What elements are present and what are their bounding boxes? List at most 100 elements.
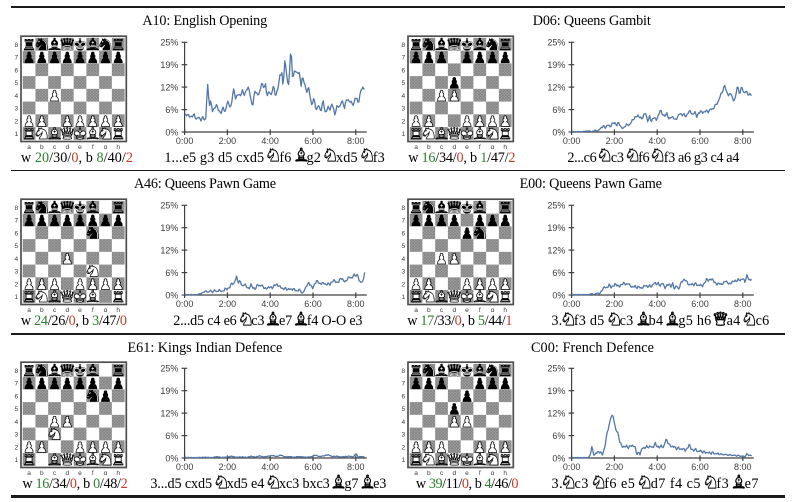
svg-text:e: e xyxy=(78,470,82,475)
svg-text:6: 6 xyxy=(401,230,405,237)
svg-text:d: d xyxy=(452,470,456,475)
svg-text:8:00: 8:00 xyxy=(734,136,752,146)
svg-text:a: a xyxy=(414,307,418,312)
svg-text:f: f xyxy=(479,470,481,475)
svg-text:4:00: 4:00 xyxy=(648,462,666,472)
svg-text:19%: 19% xyxy=(160,60,178,70)
svg-text:6%: 6% xyxy=(552,431,565,441)
svg-text:e: e xyxy=(465,470,469,475)
svg-text:d: d xyxy=(452,307,456,312)
svg-text:8:00: 8:00 xyxy=(347,299,365,309)
svg-text:19%: 19% xyxy=(160,223,178,233)
svg-text:0:00: 0:00 xyxy=(176,462,194,472)
svg-text:2: 2 xyxy=(15,118,19,125)
svg-text:7: 7 xyxy=(401,217,405,224)
svg-text:4: 4 xyxy=(15,255,19,262)
svg-text:0:00: 0:00 xyxy=(176,136,194,146)
svg-text:6%: 6% xyxy=(552,268,565,278)
svg-text:f: f xyxy=(479,307,481,312)
svg-text:6: 6 xyxy=(15,230,19,237)
svg-text:0%: 0% xyxy=(165,454,178,464)
svg-text:6%: 6% xyxy=(165,431,178,441)
svg-text:2:00: 2:00 xyxy=(605,136,623,146)
svg-text:2:00: 2:00 xyxy=(219,462,237,472)
svg-text:12%: 12% xyxy=(547,409,565,419)
svg-text:c: c xyxy=(53,307,57,312)
svg-text:g: g xyxy=(490,307,494,312)
svg-text:25%: 25% xyxy=(547,201,565,211)
svg-text:f: f xyxy=(92,470,94,475)
svg-text:6: 6 xyxy=(15,67,19,74)
svg-text:5: 5 xyxy=(15,80,19,87)
svg-text:a: a xyxy=(414,144,418,149)
svg-text:12%: 12% xyxy=(160,82,178,92)
svg-text:c: c xyxy=(440,144,444,149)
svg-text:8: 8 xyxy=(15,41,19,48)
svg-text:5: 5 xyxy=(15,243,19,250)
svg-text:4:00: 4:00 xyxy=(261,299,279,309)
svg-text:5: 5 xyxy=(401,243,405,250)
svg-text:25%: 25% xyxy=(547,364,565,374)
svg-text:a: a xyxy=(414,470,418,475)
svg-text:3: 3 xyxy=(15,105,19,112)
svg-text:6%: 6% xyxy=(165,105,178,115)
svg-text:a: a xyxy=(27,144,31,149)
svg-text:2: 2 xyxy=(401,118,405,125)
svg-text:1: 1 xyxy=(15,457,19,464)
svg-text:12%: 12% xyxy=(160,246,178,256)
svg-text:g: g xyxy=(104,470,108,475)
svg-text:e: e xyxy=(78,307,82,312)
svg-text:c: c xyxy=(53,470,57,475)
svg-text:3: 3 xyxy=(401,268,405,275)
svg-text:19%: 19% xyxy=(547,223,565,233)
svg-text:25%: 25% xyxy=(160,38,178,48)
svg-text:12%: 12% xyxy=(160,409,178,419)
svg-text:b: b xyxy=(40,307,44,312)
svg-text:2:00: 2:00 xyxy=(605,462,623,472)
svg-text:0:00: 0:00 xyxy=(176,299,194,309)
svg-text:e: e xyxy=(465,144,469,149)
svg-text:1: 1 xyxy=(401,294,405,301)
svg-text:2:00: 2:00 xyxy=(605,299,623,309)
svg-text:h: h xyxy=(116,470,120,475)
svg-text:5: 5 xyxy=(401,80,405,87)
svg-text:6:00: 6:00 xyxy=(691,299,709,309)
svg-text:g: g xyxy=(490,144,494,149)
svg-text:12%: 12% xyxy=(547,82,565,92)
svg-text:0:00: 0:00 xyxy=(563,136,581,146)
svg-text:a: a xyxy=(27,470,31,475)
svg-text:19%: 19% xyxy=(547,60,565,70)
svg-text:1: 1 xyxy=(401,457,405,464)
svg-text:c: c xyxy=(440,307,444,312)
svg-text:b: b xyxy=(427,307,431,312)
svg-text:19%: 19% xyxy=(547,386,565,396)
svg-text:3: 3 xyxy=(401,105,405,112)
svg-text:0:00: 0:00 xyxy=(563,462,581,472)
svg-text:25%: 25% xyxy=(160,364,178,374)
svg-text:4:00: 4:00 xyxy=(648,136,666,146)
svg-text:f: f xyxy=(92,144,94,149)
svg-text:6%: 6% xyxy=(552,105,565,115)
svg-text:c: c xyxy=(440,470,444,475)
svg-text:0%: 0% xyxy=(165,290,178,300)
svg-text:b: b xyxy=(40,470,44,475)
svg-text:25%: 25% xyxy=(547,38,565,48)
svg-text:5: 5 xyxy=(15,406,19,413)
svg-text:8: 8 xyxy=(15,368,19,375)
svg-text:6: 6 xyxy=(401,393,405,400)
svg-text:0:00: 0:00 xyxy=(563,299,581,309)
svg-text:f: f xyxy=(479,144,481,149)
svg-text:h: h xyxy=(503,470,507,475)
svg-text:b: b xyxy=(40,144,44,149)
svg-text:g: g xyxy=(104,307,108,312)
svg-text:8: 8 xyxy=(401,41,405,48)
svg-text:6:00: 6:00 xyxy=(304,462,322,472)
svg-text:g: g xyxy=(490,470,494,475)
svg-text:d: d xyxy=(452,144,456,149)
svg-text:7: 7 xyxy=(15,54,19,61)
svg-text:6%: 6% xyxy=(165,268,178,278)
svg-text:7: 7 xyxy=(401,380,405,387)
svg-text:4:00: 4:00 xyxy=(261,136,279,146)
svg-text:a: a xyxy=(27,307,31,312)
svg-text:0%: 0% xyxy=(165,127,178,137)
